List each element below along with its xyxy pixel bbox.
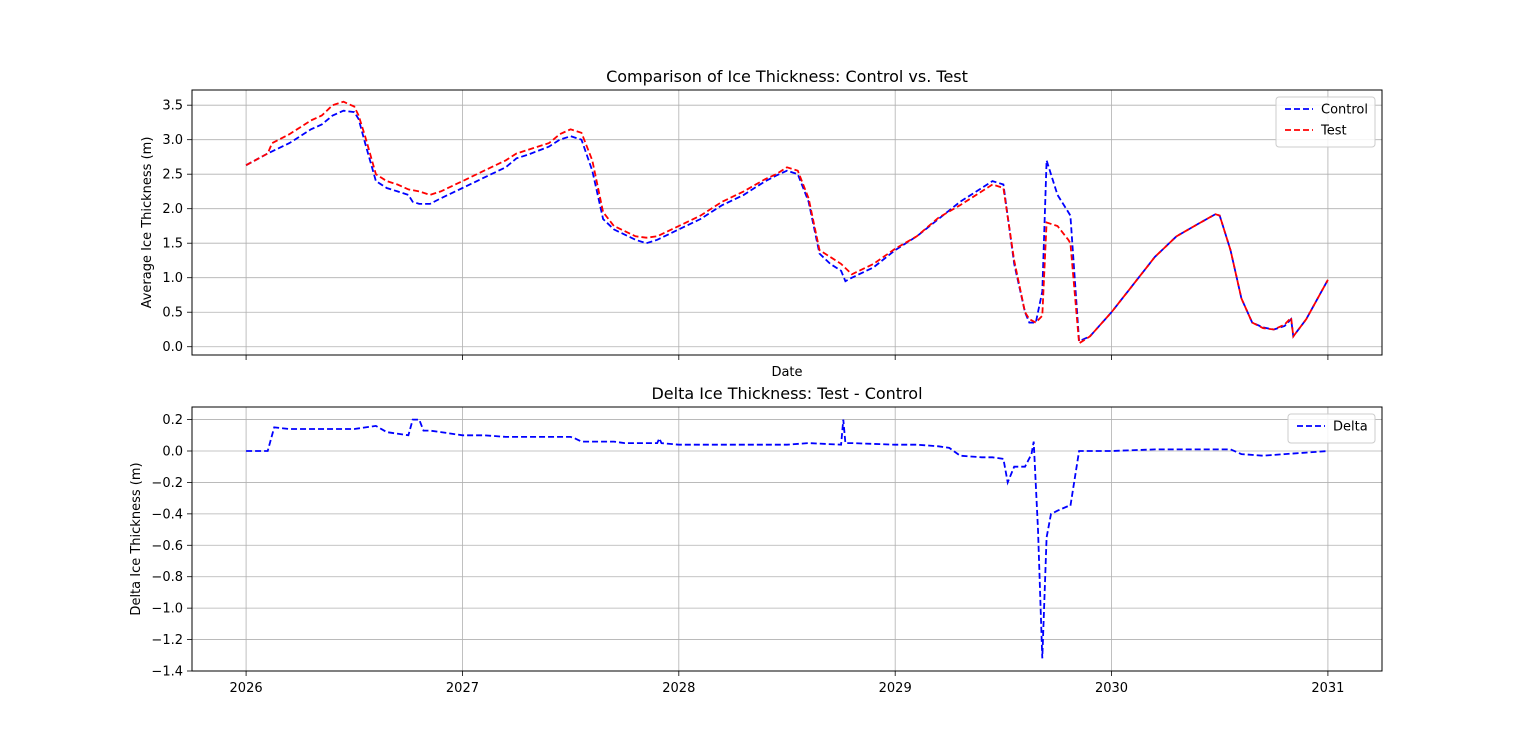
comparison-y-tick-label: 1.5 xyxy=(162,237,183,252)
comparison-series xyxy=(245,100,1329,345)
delta-plot-frame xyxy=(191,406,1383,672)
delta-y-tick-label: −1.0 xyxy=(151,602,183,617)
delta-legend: Delta xyxy=(1287,413,1376,444)
comparison-y-tick-label: 3.5 xyxy=(162,99,183,114)
delta-legend-label-delta: Delta xyxy=(1333,420,1368,435)
comparison-legend-box xyxy=(1275,96,1376,148)
delta-y-tick-label: −1.4 xyxy=(151,665,183,680)
delta-y-tick-label: −0.4 xyxy=(151,507,183,522)
comparison-title: Comparison of Ice Thickness: Control vs.… xyxy=(606,67,968,86)
comparison-y-tick-label: 2.0 xyxy=(162,202,183,217)
delta-x-tick-label: 2028 xyxy=(662,681,695,696)
delta-x-ticks: 2026 2027 2028 2029 2030 2031 xyxy=(230,671,1344,696)
delta-x-tick-label: 2026 xyxy=(230,681,263,696)
comparison-y-tick-label: 1.0 xyxy=(162,271,183,286)
delta-y-tick-label: −0.2 xyxy=(151,476,183,491)
comparison-x-ticks xyxy=(245,355,1329,360)
delta-series xyxy=(246,418,1328,659)
comparison-legend-label-test: Test xyxy=(1320,124,1347,139)
delta-x-tick-label: 2027 xyxy=(446,681,479,696)
delta-series-delta xyxy=(246,418,1328,659)
delta-chart: 2026 2027 2028 2029 2030 2031 −1.4 −1.2 −1.0 −0.… xyxy=(129,384,1383,696)
comparison-plot-frame xyxy=(191,89,1383,356)
comparison-y-tick-label: 2.5 xyxy=(162,168,183,183)
delta-x-tick-label: 2031 xyxy=(1311,681,1344,696)
comparison-x-label: Date xyxy=(771,365,802,380)
delta-title: Delta Ice Thickness: Test - Control xyxy=(651,384,922,403)
delta-x-tick-label: 2030 xyxy=(1095,681,1128,696)
delta-y-tick-label: −0.8 xyxy=(151,570,183,585)
comparison-chart: 0.0 0.5 1.0 1.5 2.0 2.5 3.0 3.5 Comparison of I… xyxy=(140,67,1383,380)
delta-x-tick-label: 2029 xyxy=(879,681,912,696)
delta-y-tick-label: −1.2 xyxy=(151,633,183,648)
delta-y-tick-label: −0.6 xyxy=(151,539,183,554)
delta-y-ticks: −1.4 −1.2 −1.0 −0.8 −0.6 −0.4 −0.2 0.0 0.2 xyxy=(151,413,192,680)
delta-y-label: Delta Ice Thickness (m) xyxy=(129,462,144,615)
comparison-y-tick-label: 0.5 xyxy=(162,306,183,321)
comparison-series-test xyxy=(245,100,1329,345)
comparison-y-label: Average Ice Thickness (m) xyxy=(140,137,155,309)
comparison-y-tick-label: 0.0 xyxy=(162,340,183,355)
delta-grid xyxy=(192,407,1382,672)
comparison-legend: Control Test xyxy=(1275,96,1376,148)
delta-y-tick-label: 0.0 xyxy=(162,445,183,460)
comparison-y-tick-label: 3.0 xyxy=(162,133,183,148)
delta-legend-box xyxy=(1287,413,1376,444)
delta-y-tick-label: 0.2 xyxy=(162,413,183,428)
comparison-legend-label-control: Control xyxy=(1321,103,1368,118)
comparison-grid xyxy=(192,90,1382,355)
comparison-y-ticks: 0.0 0.5 1.0 1.5 2.0 2.5 3.0 3.5 xyxy=(162,99,192,355)
